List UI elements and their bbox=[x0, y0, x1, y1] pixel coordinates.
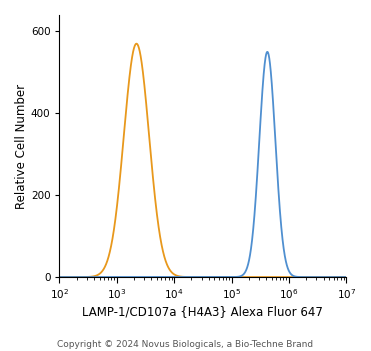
Text: Copyright © 2024 Novus Biologicals, a Bio-Techne Brand: Copyright © 2024 Novus Biologicals, a Bi… bbox=[58, 340, 313, 349]
X-axis label: LAMP-1/CD107a {H4A3} Alexa Fluor 647: LAMP-1/CD107a {H4A3} Alexa Fluor 647 bbox=[82, 305, 323, 318]
Y-axis label: Relative Cell Number: Relative Cell Number bbox=[15, 84, 28, 208]
